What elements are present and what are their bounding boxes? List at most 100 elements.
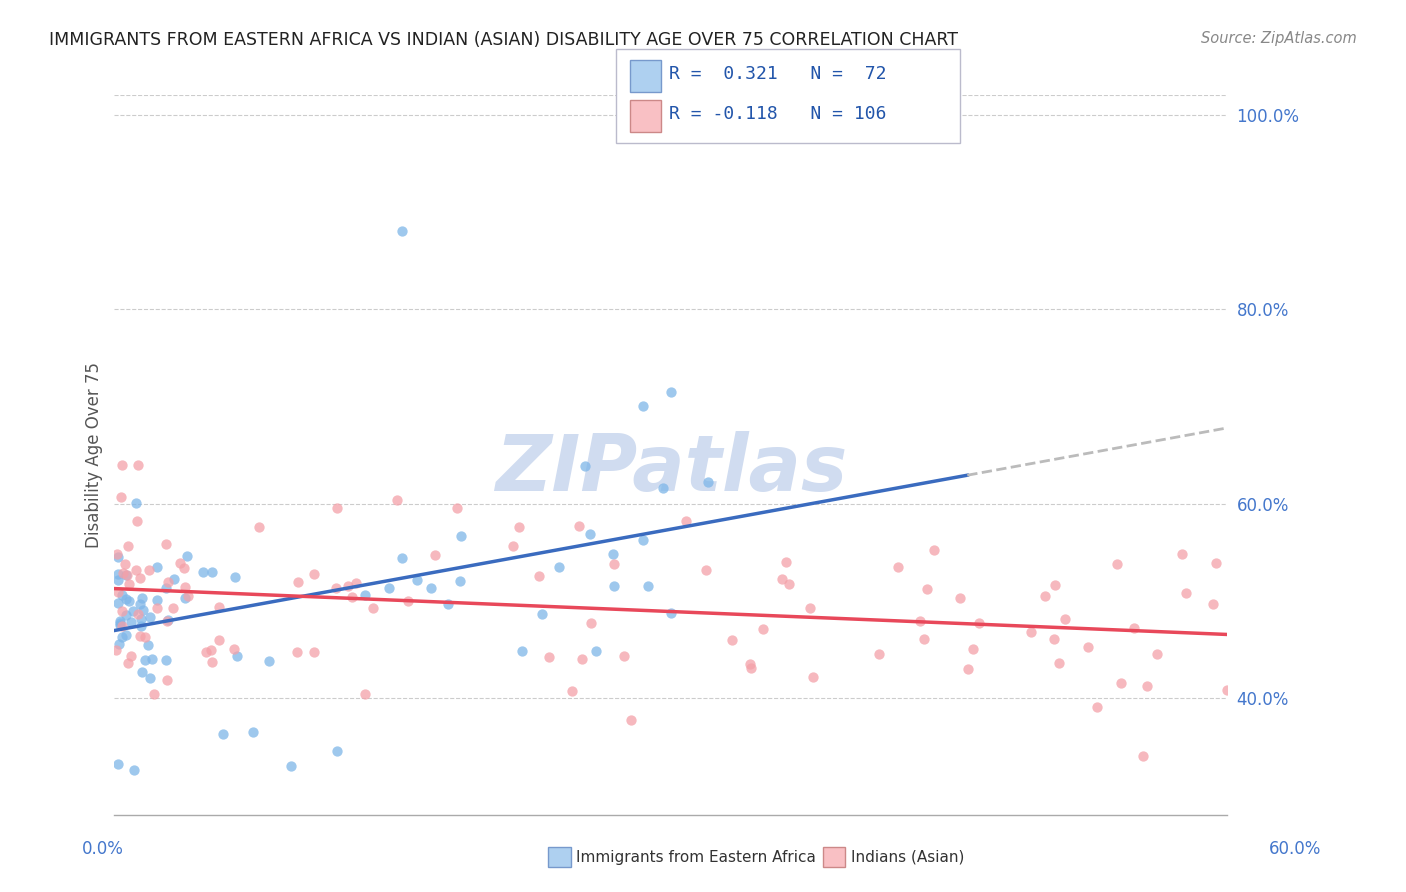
Point [121, 604, 143, 618]
Point [1132, 749, 1154, 764]
Point [129, 571, 152, 585]
Point [162, 600, 184, 615]
Point [1019, 625, 1042, 640]
Point [1043, 578, 1066, 592]
Point [155, 537, 177, 551]
Point [912, 632, 935, 647]
Point [110, 630, 132, 644]
Point [778, 577, 800, 591]
Point [145, 600, 167, 615]
Point [125, 496, 148, 510]
Point [799, 600, 821, 615]
Point [105, 643, 128, 657]
Point [108, 616, 131, 631]
Point [145, 559, 167, 574]
Point [128, 629, 150, 643]
Point [603, 579, 626, 593]
Point [908, 614, 931, 628]
Point [887, 560, 910, 574]
Text: Source: ZipAtlas.com: Source: ZipAtlas.com [1201, 31, 1357, 46]
Point [1202, 597, 1225, 611]
Point [117, 539, 139, 553]
Point [391, 550, 413, 565]
Point [1109, 676, 1132, 690]
Point [108, 615, 131, 629]
Point [571, 651, 593, 665]
Text: R =  0.321   N =  72: R = 0.321 N = 72 [669, 65, 887, 83]
Point [1205, 556, 1227, 570]
Point [107, 637, 129, 651]
Point [405, 573, 427, 587]
Point [163, 572, 186, 586]
Point [134, 630, 156, 644]
Point [659, 606, 682, 620]
Point [107, 584, 129, 599]
Y-axis label: Disability Age Over 75: Disability Age Over 75 [86, 362, 103, 548]
Point [111, 604, 134, 618]
Point [508, 519, 530, 533]
Point [105, 548, 128, 562]
Point [142, 687, 165, 701]
Point [125, 563, 148, 577]
Point [537, 649, 560, 664]
Point [156, 673, 179, 687]
Point [125, 514, 148, 528]
Point [548, 560, 571, 574]
Point [801, 670, 824, 684]
Point [173, 591, 195, 605]
Point [107, 757, 129, 772]
Text: 60.0%: 60.0% [1270, 840, 1322, 858]
Point [280, 759, 302, 773]
Point [915, 582, 938, 597]
Point [132, 602, 155, 616]
Point [354, 588, 377, 602]
Point [450, 529, 472, 543]
Point [155, 581, 177, 595]
Point [115, 607, 138, 622]
Point [120, 615, 142, 630]
Point [637, 579, 659, 593]
Point [770, 572, 793, 586]
Point [155, 653, 177, 667]
Point [510, 644, 533, 658]
Point [111, 619, 134, 633]
Point [107, 566, 129, 581]
Point [868, 647, 890, 661]
Point [115, 568, 138, 582]
Text: 0.0%: 0.0% [82, 840, 124, 858]
Point [585, 644, 607, 658]
Point [145, 593, 167, 607]
Point [1043, 632, 1066, 647]
Point [1122, 621, 1144, 635]
Point [287, 645, 309, 659]
Point [396, 593, 419, 607]
Point [612, 648, 634, 663]
Point [419, 581, 441, 595]
Point [579, 616, 602, 631]
Point [1107, 558, 1129, 572]
Point [287, 574, 309, 589]
Point [200, 643, 222, 657]
Point [775, 555, 797, 569]
Point [131, 665, 153, 679]
Point [1136, 679, 1159, 693]
Point [1047, 656, 1070, 670]
Point [340, 590, 363, 604]
Point [1174, 585, 1197, 599]
Text: IMMIGRANTS FROM EASTERN AFRICA VS INDIAN (ASIAN) DISABILITY AGE OVER 75 CORRELAT: IMMIGRANTS FROM EASTERN AFRICA VS INDIAN… [49, 31, 959, 49]
Point [127, 458, 149, 472]
Point [242, 725, 264, 739]
Point [631, 533, 654, 548]
Point [120, 648, 142, 663]
Point [177, 589, 200, 603]
Point [139, 610, 162, 624]
Point [568, 519, 591, 533]
Point [110, 491, 132, 505]
Point [107, 596, 129, 610]
Point [117, 577, 139, 591]
Point [129, 619, 152, 633]
Point [139, 671, 162, 685]
Point [924, 543, 946, 558]
Point [118, 594, 141, 608]
Point [191, 565, 214, 579]
